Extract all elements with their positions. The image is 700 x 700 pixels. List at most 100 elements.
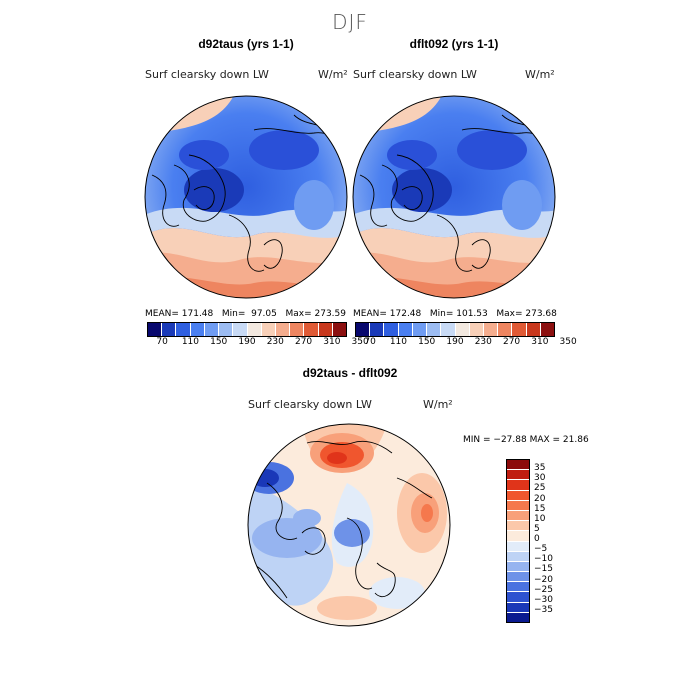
diff-colorbar-swatch xyxy=(507,489,529,500)
right-colorbar-tick-label: 350 xyxy=(559,337,577,347)
diff-colorbar-swatch xyxy=(507,550,529,561)
right-mean-label: MEAN= xyxy=(353,309,387,319)
right-colorbar-swatch xyxy=(511,323,526,336)
left-mean-value: 171.48 xyxy=(181,309,214,319)
left-colorbar-swatch xyxy=(303,323,318,336)
right-colorbar-swatch xyxy=(454,323,469,336)
diff-colorbar-tick-label: −20 xyxy=(534,574,553,585)
diff-colorbar-tick-label: 5 xyxy=(534,523,540,534)
right-colorbar-swatch xyxy=(426,323,441,336)
diff-panel-units: W/m² xyxy=(423,398,453,411)
right-panel-variable: Surf clearsky down LW xyxy=(353,68,477,81)
left-max-label: Max= xyxy=(285,309,312,319)
right-panel-units: W/m² xyxy=(525,68,555,81)
diff-colorbar-swatch xyxy=(507,499,529,510)
right-colorbar-swatch xyxy=(356,323,370,336)
right-colorbar-swatch xyxy=(369,323,384,336)
diff-colorbar-swatch xyxy=(507,469,529,480)
left-colorbar-tick-label: 230 xyxy=(266,337,284,347)
diff-colorbar-tick-label: −35 xyxy=(534,604,553,615)
left-colorbar-swatch xyxy=(148,323,162,336)
left-colorbar-swatch xyxy=(189,323,204,336)
diff-colorbar-swatch xyxy=(507,479,529,490)
diff-map xyxy=(247,423,451,627)
right-colorbar-tick-label: 150 xyxy=(418,337,436,347)
left-colorbar-swatch xyxy=(317,323,332,336)
left-colorbar-tick-label: 190 xyxy=(238,337,256,347)
left-colorbar-labels: 70 110 150 190 230 270 310 350 xyxy=(147,337,368,349)
diff-colorbar-swatch xyxy=(507,460,529,470)
right-min-label: Min= xyxy=(429,309,454,319)
right-panel-title: dflt092 (yrs 1-1) xyxy=(409,37,499,51)
diff-colorbar-tick-label: −15 xyxy=(534,564,553,575)
diff-colorbar-labels: 35 30 25 20 15 10 5 0 −5 −10 −15 −20 −25 −30 −35 xyxy=(534,459,574,623)
diff-colorbar-tick-label: −5 xyxy=(534,544,548,555)
page-title: DJF xyxy=(332,10,368,34)
right-stats: MEAN= 172.48 Min= 101.53 Max= 273.68 xyxy=(353,309,557,319)
diff-colorbar-swatch xyxy=(507,520,529,531)
right-map xyxy=(352,95,556,299)
right-colorbar-swatch xyxy=(539,323,555,336)
diff-colorbar xyxy=(506,459,530,623)
diff-colorbar-tick-label: 10 xyxy=(534,513,546,524)
left-colorbar-tick-label: 70 xyxy=(156,337,168,347)
diff-colorbar-tick-label: 0 xyxy=(534,534,540,544)
diff-minmax: MIN = −27.88 MAX = 21.86 xyxy=(463,435,589,445)
right-colorbar-swatch xyxy=(482,323,498,336)
left-colorbar-swatch xyxy=(175,323,190,336)
diff-colorbar-tick-label: 30 xyxy=(534,473,546,484)
diff-colorbar-tick-label: 25 xyxy=(534,483,546,494)
diff-panel-title: d92taus - dflt092 xyxy=(302,366,398,380)
left-colorbar-swatch xyxy=(232,323,247,336)
left-min-value: 97.05 xyxy=(251,309,277,319)
diff-colorbar-tick-label: −10 xyxy=(534,554,553,565)
right-colorbar-swatch xyxy=(525,323,540,336)
diff-colorbar-tick-label: 20 xyxy=(534,493,546,504)
left-mean-label: MEAN= xyxy=(145,309,179,319)
right-colorbar-swatch xyxy=(440,323,455,336)
left-panel-variable: Surf clearsky down LW xyxy=(145,68,269,81)
diff-colorbar-swatch xyxy=(507,540,529,551)
diff-colorbar-swatch xyxy=(507,509,529,521)
diff-panel-variable: Surf clearsky down LW xyxy=(248,398,372,411)
left-colorbar-swatch xyxy=(203,323,219,336)
right-min-value: 101.53 xyxy=(456,309,488,319)
left-stats: MEAN= 171.48 Min= 97.05 Max= 273.59 xyxy=(145,309,346,319)
right-max-label: Max= xyxy=(496,309,523,319)
right-mean-value: 172.48 xyxy=(389,309,422,319)
left-colorbar-tick-label: 350 xyxy=(351,337,369,347)
diff-colorbar-swatch xyxy=(507,530,529,541)
right-colorbar-tick-label: 270 xyxy=(502,337,521,347)
diff-colorbar-tick-label: 35 xyxy=(534,463,546,474)
diff-colorbar-swatch xyxy=(507,601,529,612)
left-colorbar-swatch xyxy=(274,323,290,336)
diff-colorbar-swatch xyxy=(507,611,529,622)
left-map xyxy=(144,95,348,299)
left-colorbar-tick-label: 270 xyxy=(294,337,313,347)
right-colorbar-labels: 70 110 150 190 230 270 310 350 xyxy=(355,337,576,349)
right-colorbar-swatch xyxy=(468,323,483,336)
left-colorbar-tick-label: 110 xyxy=(181,337,200,347)
left-colorbar-swatch xyxy=(289,323,304,336)
right-colorbar-tick-label: 310 xyxy=(531,337,549,347)
diff-colorbar-tick-label: 15 xyxy=(534,503,546,514)
left-colorbar-swatch xyxy=(331,323,347,336)
right-colorbar-swatch xyxy=(383,323,398,336)
left-panel-title: d92taus (yrs 1-1) xyxy=(198,37,294,51)
right-colorbar-swatch xyxy=(397,323,412,336)
right-colorbar-tick-label: 70 xyxy=(364,337,376,347)
diff-colorbar-swatch xyxy=(507,560,529,572)
left-panel-units: W/m² xyxy=(318,68,348,81)
left-colorbar-swatch xyxy=(246,323,261,336)
diff-colorbar-tick-label: −25 xyxy=(534,584,553,595)
right-colorbar-tick-label: 230 xyxy=(474,337,492,347)
left-colorbar-swatch xyxy=(218,323,233,336)
right-colorbar xyxy=(355,322,555,337)
right-colorbar-tick-label: 110 xyxy=(389,337,408,347)
left-colorbar-swatch xyxy=(260,323,275,336)
diff-colorbar-swatch xyxy=(507,591,529,602)
left-colorbar-tick-label: 150 xyxy=(210,337,228,347)
left-colorbar xyxy=(147,322,347,337)
right-colorbar-swatch xyxy=(497,323,512,336)
diff-colorbar-swatch xyxy=(507,581,529,592)
